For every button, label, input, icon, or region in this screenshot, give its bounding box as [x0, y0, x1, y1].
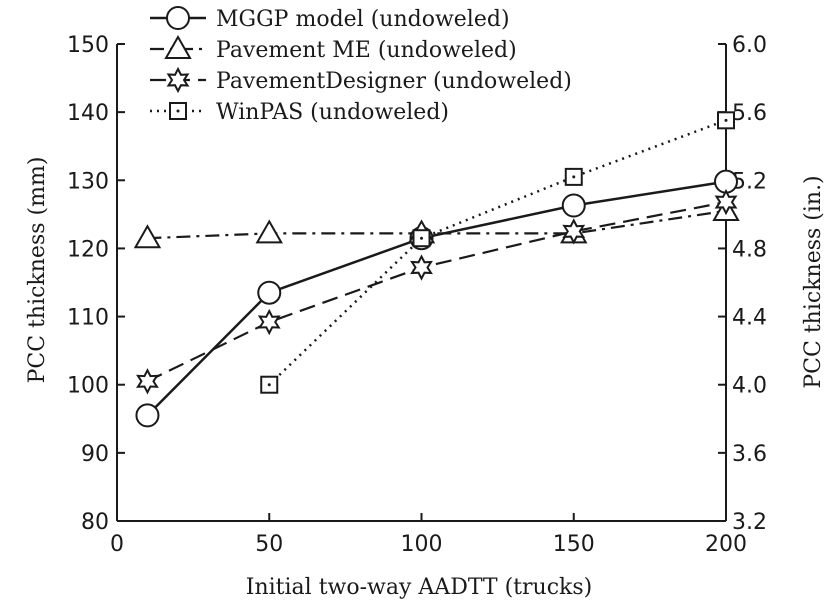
legend-item: Pavement ME (undoweled)	[150, 34, 517, 63]
legend-item: MGGP model (undoweled)	[150, 6, 510, 32]
data-point-circle	[561, 193, 586, 218]
data-point-square	[717, 111, 735, 130]
legend-label: PavementDesigner (undoweled)	[216, 69, 572, 94]
data-point-star	[562, 218, 586, 245]
y-tick-label-left: 90	[81, 442, 109, 467]
data-point-square	[412, 229, 431, 248]
legend-marker-circle	[166, 6, 190, 30]
y-tick-label-right: 4.4	[732, 306, 767, 331]
data-point-star	[714, 188, 738, 216]
series-line-0	[146, 180, 727, 417]
y-tick-label-right: 3.2	[732, 510, 767, 535]
x-axis-title: Initial two-way AADTT (trucks)	[246, 575, 592, 600]
x-tick-label: 100	[401, 532, 443, 557]
y-tick-label-left: 150	[67, 33, 109, 58]
y-axis-title-left: PCC thickness (mm)	[25, 157, 50, 384]
legend-item: WinPAS (undoweled)	[150, 100, 449, 125]
legend-label: Pavement ME (undoweled)	[216, 38, 517, 63]
legend: MGGP model (undoweled) Pavement ME (undow…	[150, 6, 572, 125]
legend-item: PavementDesigner (undoweled)	[150, 66, 572, 94]
y-tick-label-left: 80	[81, 510, 109, 535]
y-tick-label-left: 140	[67, 101, 109, 126]
legend-marker-star	[166, 66, 190, 94]
data-point-star	[257, 308, 281, 336]
y-tick-label-left: 100	[67, 374, 109, 399]
data-point-triangle	[255, 219, 283, 244]
x-tick-label: 200	[705, 532, 747, 557]
x-tick-label: 0	[110, 532, 124, 557]
legend-marker-triangle	[164, 34, 192, 59]
y-tick-label-right: 4.0	[732, 374, 767, 399]
y-tick-label-left: 110	[67, 306, 109, 331]
data-point-star	[410, 254, 433, 281]
data-point-circle	[135, 403, 160, 428]
y-tick-label-left: 120	[67, 237, 109, 262]
y-tick-label-right: 3.6	[732, 442, 767, 467]
plot-area: 0 50 100 150 200 80 90 100 110 120 130 140 150 3.2 3.6…	[67, 33, 767, 557]
legend-label: WinPAS (undoweled)	[216, 100, 449, 125]
data-point-square	[260, 375, 279, 394]
y-tick-label-right: 4.8	[732, 237, 767, 262]
y-tick-label-right: 5.6	[732, 101, 767, 126]
x-tick-label: 50	[255, 532, 283, 557]
legend-label: MGGP model (undoweled)	[216, 7, 510, 32]
x-tick-label: 150	[553, 532, 595, 557]
data-point-square	[564, 167, 583, 186]
series-line-3	[268, 119, 727, 386]
series-line-2	[146, 201, 727, 383]
data-point-circle	[257, 280, 282, 305]
data-point-triangle	[133, 224, 162, 249]
y-axis-title-right: PCC thickness (in.)	[801, 175, 826, 388]
y-tick-label-left: 130	[67, 169, 109, 194]
legend-marker-square	[169, 102, 187, 120]
y-tick-label-right: 6.0	[732, 33, 767, 58]
data-point-star	[136, 368, 159, 395]
